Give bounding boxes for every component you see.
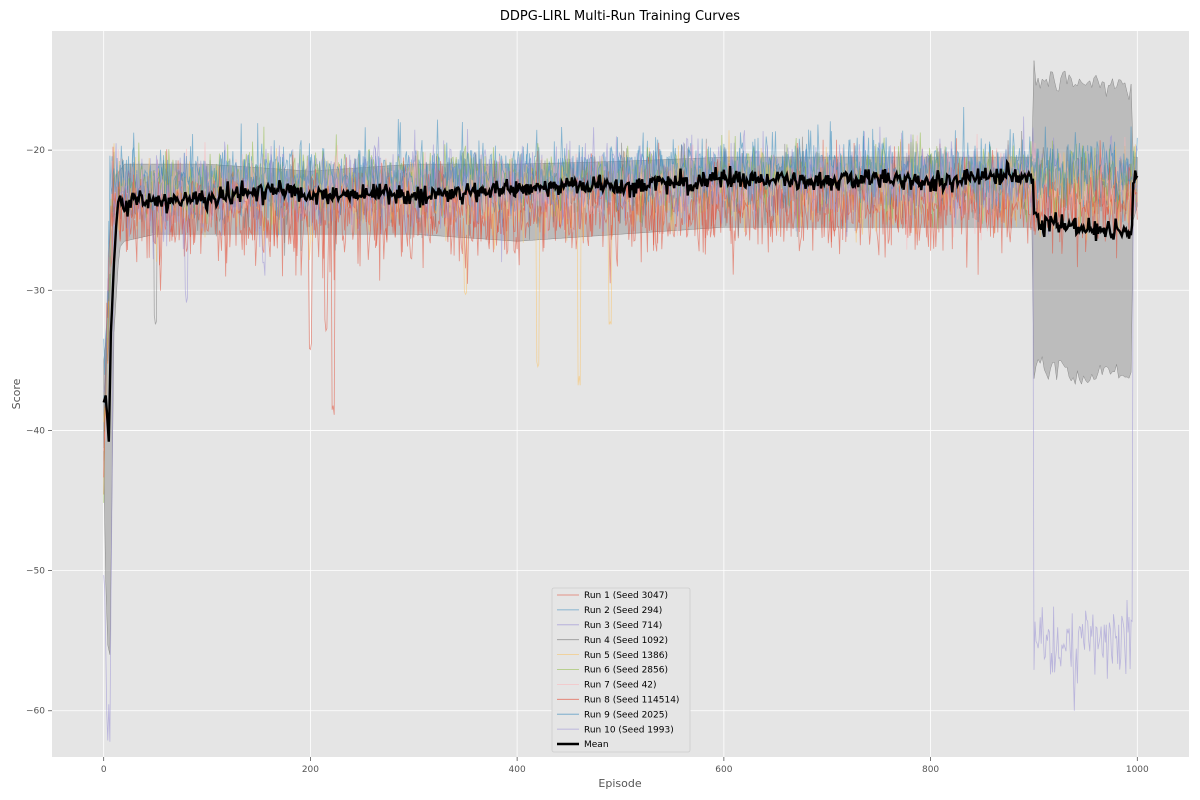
y-tick-label: −50 bbox=[26, 567, 45, 577]
legend-label: Run 2 (Seed 294) bbox=[584, 606, 662, 616]
x-ticks: 0 200 400 600 800 1000 bbox=[101, 757, 1149, 775]
y-ticks: −60 −50 −40 −30 −20 bbox=[26, 146, 52, 717]
mean-line-group bbox=[102, 158, 1139, 442]
legend-label: Run 5 (Seed 1386) bbox=[584, 651, 668, 661]
legend-label: Run 1 (Seed 3047) bbox=[584, 591, 668, 601]
legend: Run 1 (Seed 3047) Run 2 (Seed 294) Run 3 (… bbox=[551, 587, 691, 753]
x-tick-label: 600 bbox=[715, 765, 732, 775]
x-tick-label: 1000 bbox=[1126, 765, 1149, 775]
legend-label: Run 3 (Seed 714) bbox=[584, 621, 662, 631]
legend-label: Run 8 (Seed 114514) bbox=[584, 696, 679, 706]
chart-title: DDPG-LIRL Multi-Run Training Curves bbox=[500, 9, 740, 24]
grid-lines bbox=[52, 31, 1189, 757]
legend-label: Run 7 (Seed 42) bbox=[584, 681, 657, 691]
y-tick-label: −20 bbox=[26, 146, 45, 156]
legend-label: Run 4 (Seed 1092) bbox=[584, 636, 668, 646]
legend-label: Run 10 (Seed 1993) bbox=[584, 725, 674, 735]
x-tick-label: 400 bbox=[509, 765, 526, 775]
x-axis-label: Episode bbox=[598, 777, 641, 790]
legend-label: Mean bbox=[584, 740, 609, 750]
y-tick-label: −60 bbox=[26, 707, 45, 717]
legend-label: Run 6 (Seed 2856) bbox=[584, 666, 668, 676]
y-tick-label: −40 bbox=[26, 426, 45, 436]
legend-label: Run 9 (Seed 2025) bbox=[584, 710, 668, 720]
mean-line bbox=[102, 158, 1139, 442]
x-tick-label: 800 bbox=[922, 765, 939, 775]
legend-box bbox=[551, 587, 691, 753]
x-tick-label: 200 bbox=[302, 765, 319, 775]
y-axis-label: Score bbox=[10, 378, 23, 409]
y-tick-label: −30 bbox=[26, 286, 45, 296]
x-tick-label: 0 bbox=[101, 765, 107, 775]
